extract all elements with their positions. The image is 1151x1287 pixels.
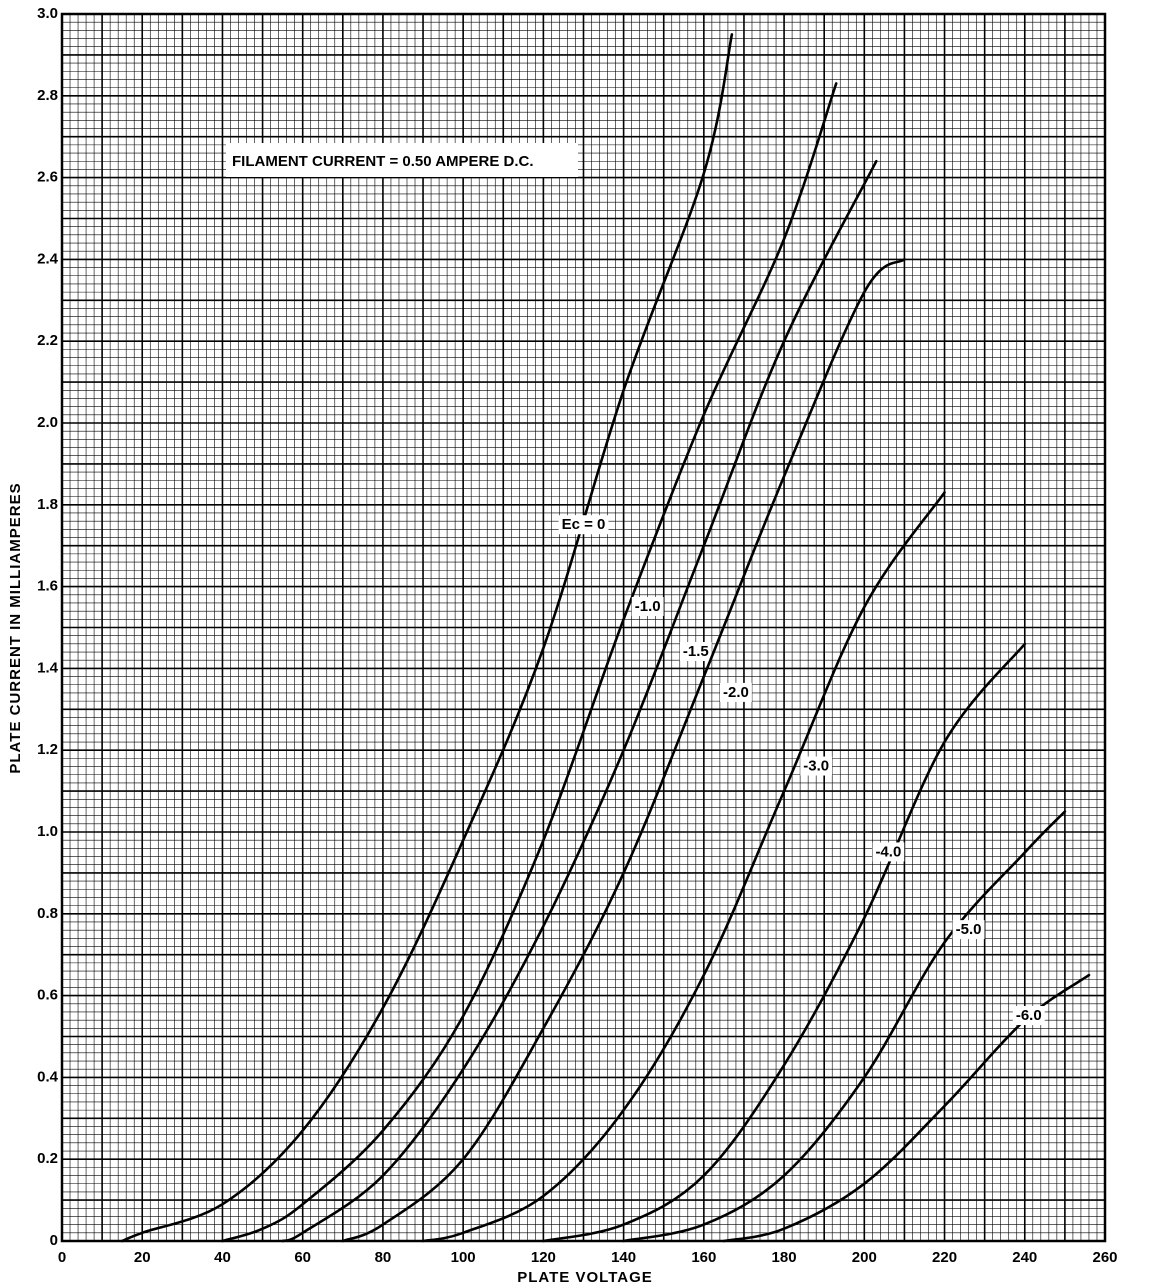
plate-curves: Ec = 0 -1.0 -1.5 -2.0 -3.0 -4.0 -5.0 -6.0 [120, 33, 1091, 1243]
series-line [120, 33, 734, 1243]
x-tick-label: 160 [691, 1249, 716, 1266]
series-line [622, 810, 1067, 1243]
x-tick-label: 40 [214, 1249, 231, 1266]
series-label: -4.0 [875, 843, 901, 860]
series-label-background [558, 515, 609, 535]
y-tick-label: 2.4 [37, 250, 59, 267]
filament-note-text: FILAMENT CURRENT = 0.50 AMPERE D.C. [232, 153, 534, 170]
y-tick-label: 0.2 [37, 1150, 58, 1167]
series-label: -5.0 [956, 921, 982, 938]
y-tick-label: 0.6 [37, 987, 58, 1004]
y-axis-title: PLATE CURRENT IN MILLIAMPERES [7, 482, 24, 773]
plot-frame [60, 12, 1107, 1243]
y-tick-label: 2.6 [37, 169, 58, 186]
series-label-background [952, 920, 985, 940]
y-tick-label: 1.6 [37, 578, 58, 595]
y-tick-label: 2.2 [37, 332, 58, 349]
y-tick-label: 1.2 [37, 741, 58, 758]
series-label-background [720, 682, 752, 702]
x-tick-label: 200 [852, 1249, 877, 1266]
series-label: -3.0 [803, 758, 829, 775]
series-line [341, 258, 906, 1243]
x-tick-label: 140 [611, 1249, 636, 1266]
x-tick-label: 180 [772, 1249, 797, 1266]
x-tick-label: 60 [294, 1249, 311, 1266]
y-tick-label: 0.4 [37, 1068, 59, 1085]
series-line [421, 491, 946, 1243]
y-tick-label: 0 [50, 1232, 58, 1249]
series-line [221, 82, 838, 1243]
series-line [542, 642, 1027, 1243]
x-tick-label: 220 [932, 1249, 957, 1266]
x-tick-label: 260 [1092, 1249, 1117, 1266]
x-axis-ticks: 0 20 40 60 80 100 120 140 160 180 200 220 240 260 [58, 1249, 1118, 1266]
y-tick-label: 1.8 [37, 496, 58, 513]
series-label: -1.0 [635, 598, 661, 615]
x-tick-label: 80 [375, 1249, 392, 1266]
series-label: -2.0 [723, 684, 749, 701]
y-tick-label: 0.8 [37, 905, 58, 922]
series-label-background [631, 597, 664, 617]
y-axis-ticks: 0 0.2 0.4 0.6 0.8 1.0 1.2 1.4 1.6 1.8 2.0 2.2 2.4 2.6… [37, 5, 59, 1249]
y-tick-label: 1.4 [37, 659, 59, 676]
x-axis-title: PLATE VOLTAGE [517, 1269, 653, 1286]
graph-paper-grid [60, 12, 1107, 1243]
series-label-background [872, 842, 905, 862]
series-label-background [800, 756, 833, 776]
series-label-background [679, 642, 712, 662]
x-tick-label: 0 [58, 1249, 66, 1266]
series-label: Ec = 0 [562, 516, 606, 533]
filament-note: FILAMENT CURRENT = 0.50 AMPERE D.C. [226, 143, 578, 177]
x-tick-label: 20 [134, 1249, 151, 1266]
series-line [281, 159, 878, 1243]
series-label: -6.0 [1016, 1007, 1042, 1024]
y-tick-label: 3.0 [37, 5, 58, 22]
y-tick-label: 2.0 [37, 414, 58, 431]
y-tick-label: 2.8 [37, 87, 58, 104]
series-label-background [1012, 1006, 1045, 1026]
y-tick-label: 1.0 [37, 823, 58, 840]
x-tick-label: 240 [1012, 1249, 1037, 1266]
series-label: -1.5 [683, 643, 709, 660]
x-tick-label: 120 [531, 1249, 556, 1266]
x-tick-label: 100 [451, 1249, 476, 1266]
